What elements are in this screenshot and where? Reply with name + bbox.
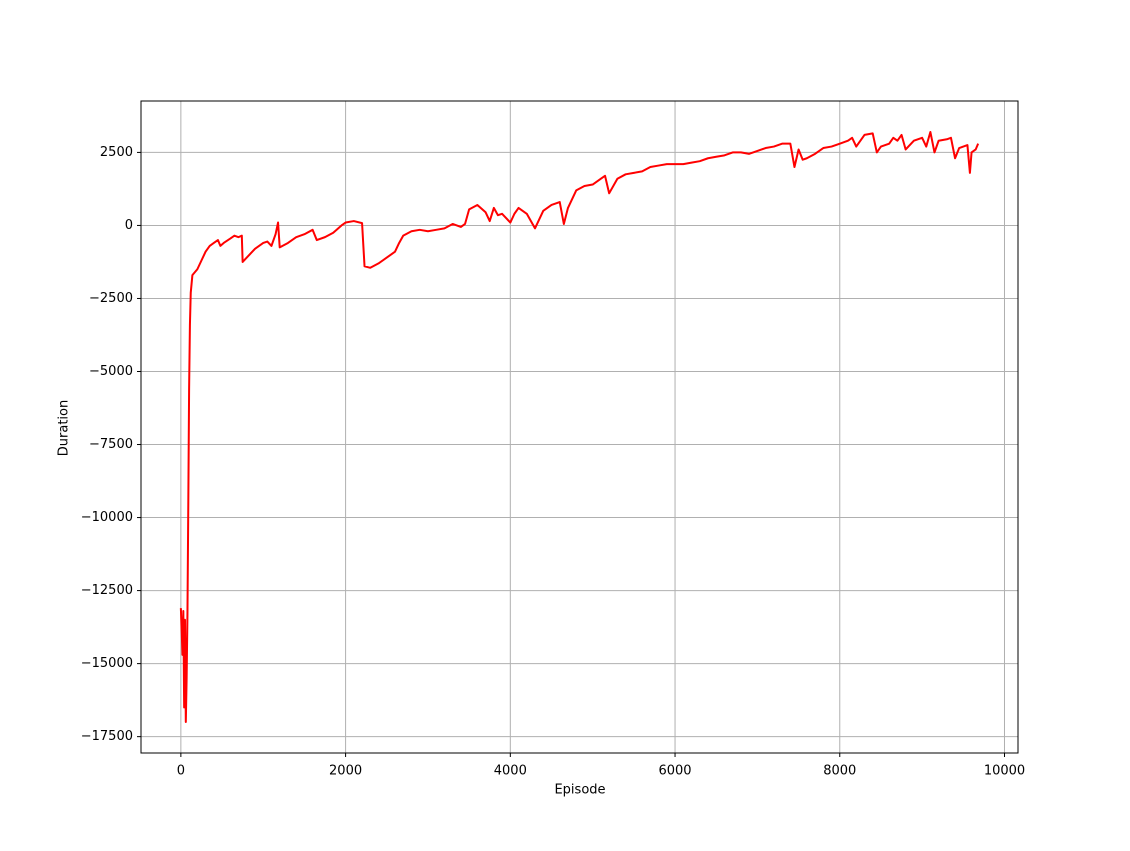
y-tick-label: −7500 <box>89 437 133 452</box>
y-tick-label: −17500 <box>81 729 133 744</box>
y-tick-label: −5000 <box>89 364 133 379</box>
x-tick-label: 8000 <box>823 764 856 779</box>
x-tick-label: 10000 <box>984 764 1025 779</box>
x-tick-label: 0 <box>177 764 185 779</box>
y-tick-label: −12500 <box>81 583 133 598</box>
x-tick-label: 6000 <box>658 764 691 779</box>
data-line <box>179 130 980 724</box>
y-tick-label: 0 <box>125 218 133 233</box>
y-axis-label: Duration <box>57 400 72 456</box>
x-tick-label: 4000 <box>494 764 527 779</box>
y-tick-label: −10000 <box>81 510 133 525</box>
plot-frame <box>140 100 1019 754</box>
y-tick-label: 2500 <box>100 145 133 160</box>
x-tick-label: 2000 <box>329 764 362 779</box>
x-axis-label: Episode <box>554 783 605 798</box>
y-tick-label: −15000 <box>81 656 133 671</box>
y-tick-label: −2500 <box>89 291 133 306</box>
